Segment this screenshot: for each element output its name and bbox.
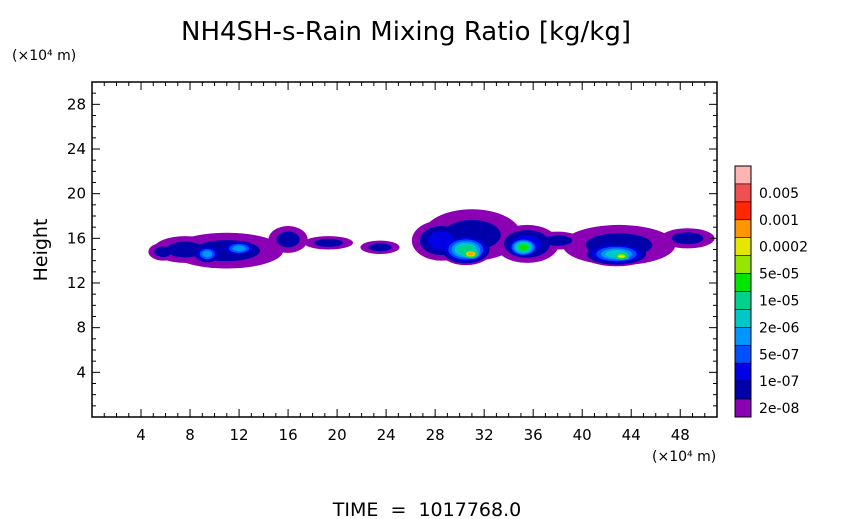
contour-band xyxy=(518,244,529,251)
x-tick-label: 12 xyxy=(230,426,249,444)
colorbar-label: 1e-07 xyxy=(759,374,799,390)
colorbar-label: 2e-08 xyxy=(759,401,799,417)
colorbar-label: 0.0002 xyxy=(759,240,808,256)
x-tick-label: 44 xyxy=(622,426,641,444)
chart-title: NH4SH-s-Rain Mixing Ratio [kg/kg] xyxy=(181,17,631,47)
x-tick-label: 24 xyxy=(377,426,396,444)
x-tick-label: 4 xyxy=(136,426,146,444)
x-tick-label: 8 xyxy=(185,426,195,444)
x-unit-label: (×10⁴ m) xyxy=(652,449,716,465)
colorbar-swatch xyxy=(734,362,752,382)
x-tick-label: 40 xyxy=(573,426,592,444)
x-tick-label: 36 xyxy=(524,426,543,444)
colorbar-frame xyxy=(734,165,752,418)
colorbar-label: 5e-07 xyxy=(759,347,799,363)
colorbar: 0.005 0.001 0.0002 5e-05 1e-05 2e-06 5e-07 1e-0… xyxy=(734,165,808,418)
y-tick-label: 24 xyxy=(67,140,86,158)
colorbar-swatch xyxy=(734,165,752,185)
y-tick-label: 28 xyxy=(67,95,86,113)
x-tick-label: 48 xyxy=(671,426,690,444)
contour-band xyxy=(232,245,246,252)
time-footer: TIME = 1017768.0 xyxy=(332,499,521,519)
y-tick-label: 12 xyxy=(67,274,86,292)
colorbar-swatch xyxy=(734,201,752,221)
colorbar-swatch xyxy=(734,327,752,346)
y-tick-label: 8 xyxy=(76,319,86,337)
contour-band xyxy=(618,254,625,258)
colorbar-swatch xyxy=(734,255,752,274)
x-tick-label: 32 xyxy=(475,426,494,444)
colorbar-swatch xyxy=(734,291,752,310)
y-unit-label: (×10⁴ m) xyxy=(12,48,76,64)
colorbar-swatch xyxy=(734,183,752,203)
y-tick-label: 16 xyxy=(67,229,86,247)
contour-band xyxy=(202,250,213,258)
colorbar-swatch xyxy=(734,398,752,418)
x-tick-label: 28 xyxy=(426,426,445,444)
contour-band xyxy=(166,241,204,258)
colorbar-swatch xyxy=(734,273,752,292)
contour-band xyxy=(276,231,300,248)
mixing-ratio-field xyxy=(148,209,715,269)
colorbar-label: 2e-06 xyxy=(759,320,799,336)
colorbar-label: 0.005 xyxy=(759,186,799,202)
y-axis-label: Height xyxy=(30,219,52,282)
y-tick-label: 4 xyxy=(76,363,86,381)
colorbar-label: 0.001 xyxy=(759,213,799,229)
contour-band xyxy=(467,252,474,256)
colorbar-swatch xyxy=(734,380,752,400)
colorbar-swatch xyxy=(734,344,752,364)
contour-band xyxy=(671,232,704,245)
colorbar-swatch xyxy=(734,237,752,256)
contour-band xyxy=(314,238,343,247)
x-tick-label: 16 xyxy=(279,426,298,444)
x-tick-label: 20 xyxy=(328,426,347,444)
colorbar-swatch xyxy=(734,219,752,239)
colorbar-swatch xyxy=(734,309,752,328)
colorbar-label: 5e-05 xyxy=(759,267,799,283)
contour-band xyxy=(368,243,392,252)
y-tick-label: 20 xyxy=(67,185,86,203)
contour-band xyxy=(543,235,573,246)
colorbar-label: 1e-05 xyxy=(759,293,799,309)
